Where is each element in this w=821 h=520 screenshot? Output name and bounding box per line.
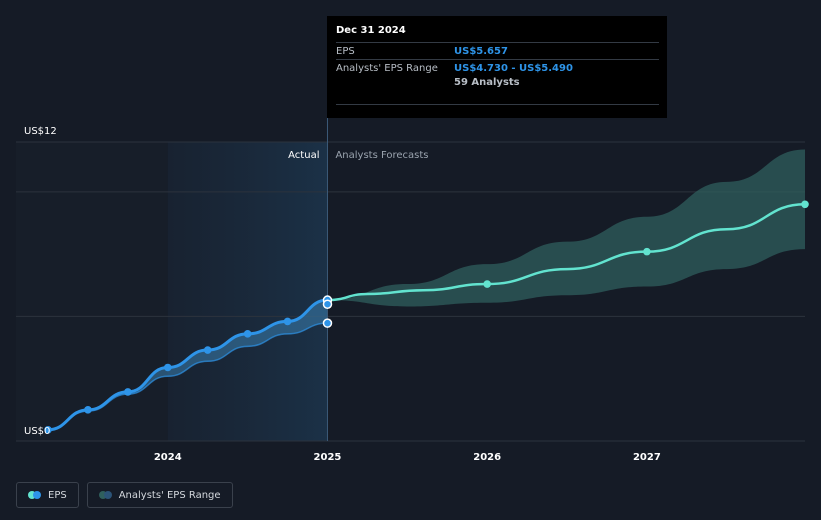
hover-tooltip: Dec 31 2024 EPS US$5.657 Analysts' EPS R… [327, 16, 667, 118]
x-axis-labels: 2024 2025 2026 2027 [154, 452, 661, 463]
x-axis-tick-label: 2024 [154, 452, 182, 463]
past-period-shade [16, 142, 168, 441]
eps-data-point[interactable] [44, 425, 52, 434]
eps-forecast-line [327, 203, 806, 302]
tooltip-range-label: Analysts' EPS Range [336, 63, 438, 74]
y-axis-label: US$12 [24, 126, 57, 137]
legend-eps-label: EPS [48, 489, 67, 501]
forecast-data-point[interactable] [801, 200, 809, 209]
eps-data-point[interactable] [84, 406, 92, 414]
eps-data-point[interactable] [203, 346, 212, 354]
y-axis-label: US$0 [24, 426, 50, 437]
legend-eps-button[interactable]: EPS [16, 482, 79, 508]
chart-legend: EPS Analysts' EPS Range [16, 482, 233, 508]
x-axis-tick-label: 2026 [473, 452, 501, 463]
tooltip-eps-row: EPS US$5.657 [336, 42, 659, 59]
hover-data-point[interactable] [322, 299, 333, 309]
forecast-data-point[interactable] [643, 247, 651, 256]
tooltip-range-row: Analysts' EPS Range US$4.730 - US$5.490 [336, 59, 659, 76]
hover-data-point[interactable] [322, 318, 333, 328]
tooltip-eps-label: EPS [336, 46, 355, 57]
eps-data-point[interactable] [283, 317, 292, 326]
actual-region-label: Actual [288, 150, 319, 161]
eps-data-point[interactable] [124, 388, 132, 396]
data-markers [44, 200, 809, 434]
eps-line [47, 298, 328, 432]
actual-range-band [48, 300, 328, 430]
eps-data-point[interactable] [163, 363, 172, 372]
legend-range-button[interactable]: Analysts' EPS Range [86, 482, 233, 508]
x-axis-tick-label: 2027 [633, 452, 661, 463]
actual-period-panel [167, 142, 328, 441]
forecast-region-label: Analysts Forecasts [335, 150, 428, 161]
forecast-data-point[interactable] [483, 280, 491, 288]
eps-swatch-icon [28, 491, 41, 499]
gridlines [16, 141, 805, 442]
legend-range-label: Analysts' EPS Range [118, 489, 221, 501]
x-axis-tick-label: 2025 [314, 452, 342, 463]
forecast-range-band [327, 149, 805, 307]
tooltip-analysts-count: 59 Analysts [454, 77, 520, 88]
range-swatch-icon [98, 491, 112, 499]
tooltip-eps-value: US$5.657 [454, 46, 508, 57]
tooltip-divider [336, 104, 659, 105]
tooltip-date: Dec 31 2024 [336, 25, 406, 36]
tooltip-range-value: US$4.730 - US$5.490 [454, 63, 573, 74]
y-axis-labels: US$12 US$0 [24, 126, 57, 437]
eps-data-point[interactable] [243, 330, 252, 338]
